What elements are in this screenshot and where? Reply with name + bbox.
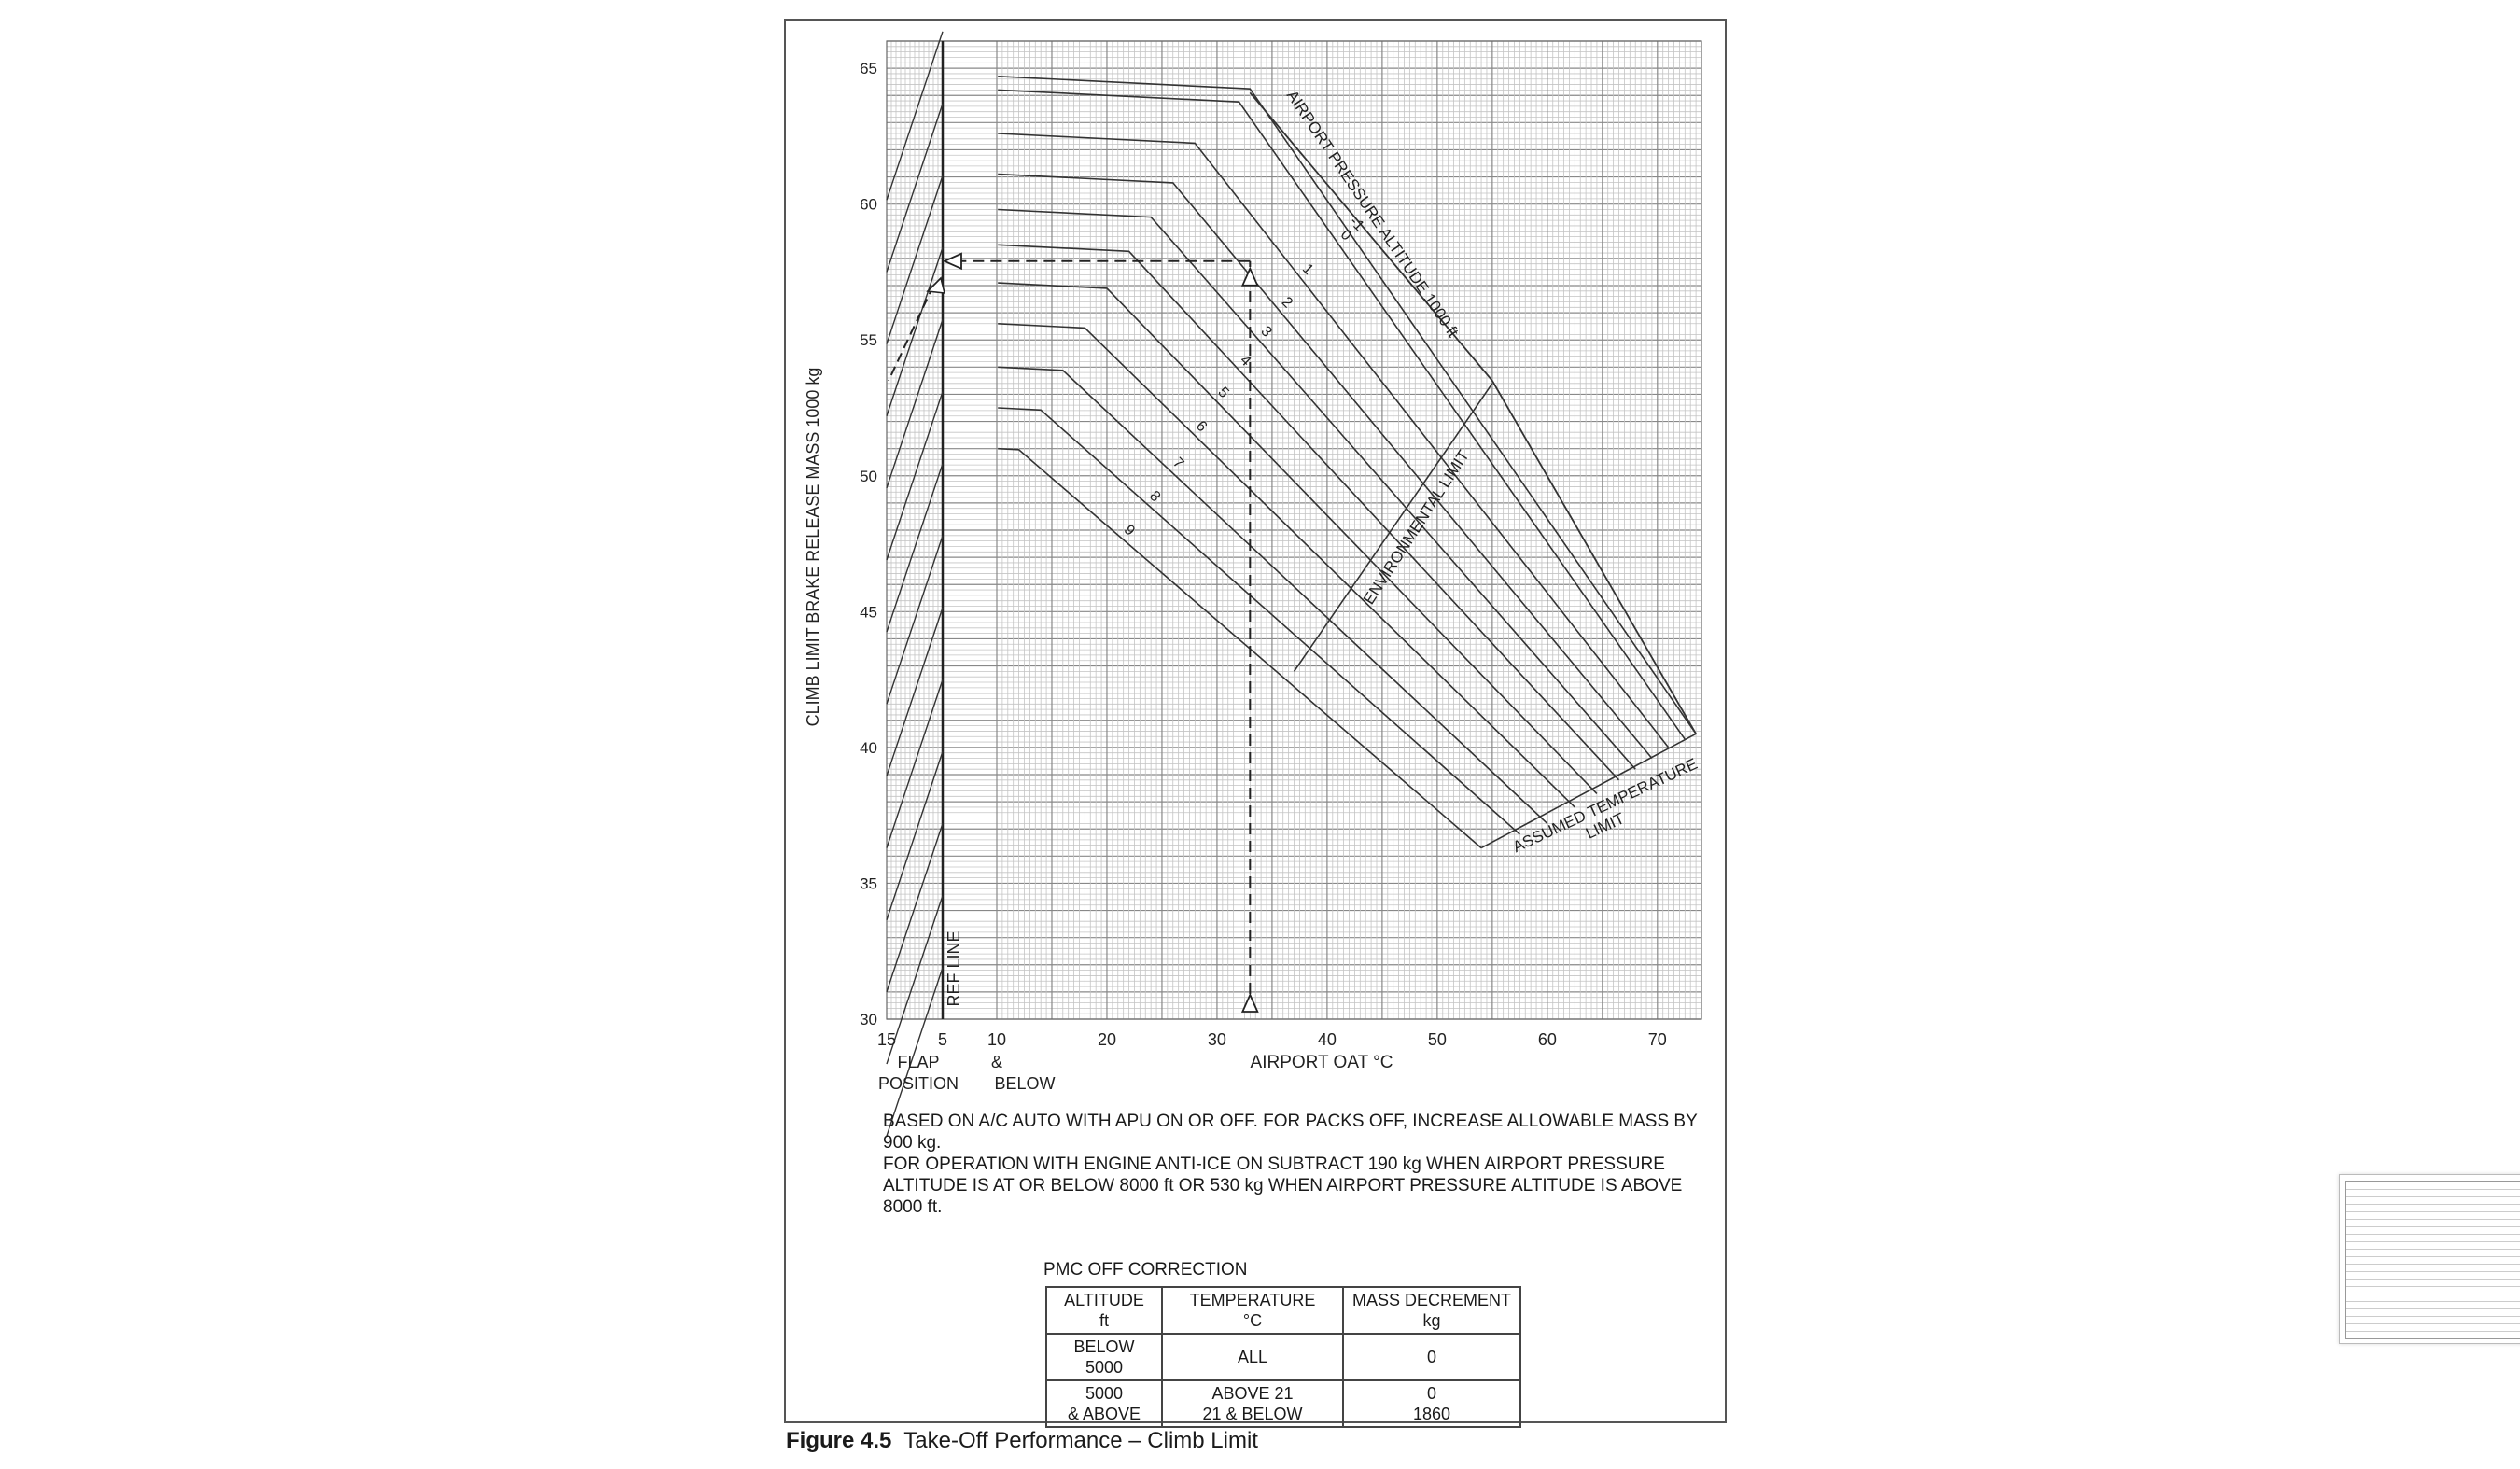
altitude-curve	[998, 407, 1520, 835]
flap-line	[886, 319, 944, 489]
pmc-cell: ALL	[1161, 1333, 1344, 1381]
altitude-curve	[998, 366, 1548, 824]
altitude-curve	[998, 447, 1482, 849]
flap-line	[886, 751, 944, 920]
pmc-header-altitude: ALTITUDE ft	[1045, 1286, 1163, 1335]
altitude-curve	[998, 133, 1670, 748]
y-tick-label: 55	[860, 331, 877, 349]
altitude-curve	[998, 244, 1620, 781]
pmc-header-temperature: TEMPERATURE °C	[1161, 1286, 1344, 1335]
flap-position-label: POSITION	[878, 1074, 959, 1093]
pressure-altitude-label: AIRPORT PRESSURE ALTITUDE 1000 ft	[1283, 87, 1463, 341]
altitude-curve	[998, 89, 1686, 740]
note-anti-ice: FOR OPERATION WITH ENGINE ANTI-ICE ON SU…	[883, 1154, 1683, 1217]
altitude-curve	[998, 323, 1575, 808]
flap-line	[886, 31, 944, 201]
page-thumbnail[interactable]	[2339, 1174, 2520, 1344]
flap-line	[886, 895, 944, 1065]
x-tick-label: 50	[1428, 1030, 1447, 1049]
altitude-curve	[998, 208, 1636, 770]
flap-line	[886, 247, 944, 416]
pmc-table: ALTITUDE ft TEMPERATURE °C MASS DECREMENT k…	[1045, 1286, 1521, 1428]
y-tick-label: 45	[860, 603, 877, 621]
assumed-temperature-label: ASSUMED TEMPERATURE	[1510, 755, 1701, 856]
flap-tick-label: 5	[938, 1030, 947, 1049]
ref-line-label: REF LINE	[945, 930, 963, 1006]
flap-line	[886, 535, 944, 705]
pmc-cell: 0 1860	[1342, 1379, 1521, 1428]
y-axis-label: CLIMB LIMIT BRAKE RELEASE MASS 1000 kg	[804, 368, 822, 727]
x-tick-label: 10	[987, 1030, 1006, 1049]
y-tick-label: 30	[860, 1011, 877, 1028]
altitude-curve	[998, 282, 1598, 794]
flap-position-label: FLAP	[897, 1053, 939, 1071]
altitude-curve	[998, 76, 1697, 734]
pmc-row: BELOW 5000 ALL 0	[1045, 1333, 1521, 1381]
environmental-limit-line	[1293, 383, 1493, 672]
plot-border	[886, 40, 1702, 1020]
x-tick-label: 30	[1208, 1030, 1226, 1049]
flap-section	[886, 31, 945, 1137]
y-tick-label: 60	[860, 196, 877, 214]
x-axis-label: AIRPORT OAT °C	[1251, 1053, 1393, 1072]
pmc-header-row: ALTITUDE ft TEMPERATURE °C MASS DECREMENT k…	[1045, 1286, 1521, 1335]
chart-grid	[886, 40, 1702, 1020]
pmc-header-mass: MASS DECREMENT kg	[1342, 1286, 1521, 1335]
pmc-title: PMC OFF CORRECTION	[1043, 1260, 1248, 1280]
x-tick-label: 20	[1098, 1030, 1116, 1049]
pmc-cell: BELOW 5000	[1045, 1333, 1163, 1381]
y-tick-label: 35	[860, 874, 877, 892]
arrow-down-left-icon	[926, 276, 946, 294]
upper-envelope	[1249, 91, 1697, 734]
y-tick-label: 40	[860, 739, 877, 757]
arrow-up-icon	[1240, 266, 1259, 287]
thumbnail-preview	[2345, 1181, 2520, 1339]
figure-caption: Figure 4.5 Take-Off Performance – Climb …	[786, 1428, 1258, 1453]
flap-line	[886, 103, 944, 273]
flap-tick-label: 15	[877, 1030, 896, 1049]
assumed-temperature-limit-line	[1480, 733, 1697, 849]
flap-line	[886, 679, 944, 848]
altitude-curves	[888, 76, 1697, 1013]
flap-line	[886, 823, 944, 993]
x-tick-label: 70	[1648, 1030, 1667, 1049]
flap-line	[886, 607, 944, 776]
y-tick-label: 50	[860, 468, 877, 485]
example-flap-line	[888, 285, 934, 382]
flap-line	[886, 175, 944, 344]
pmc-cell: 5000 & ABOVE	[1045, 1379, 1163, 1428]
x-tick-label: 40	[1318, 1030, 1337, 1049]
note-packs: BASED ON A/C AUTO WITH APU ON OR OFF. FO…	[883, 1112, 1698, 1153]
x-tick-label: 60	[1538, 1030, 1557, 1049]
flap-line	[886, 391, 944, 561]
pmc-cell: 0	[1342, 1333, 1521, 1381]
altitude-curve	[998, 173, 1653, 760]
flap-line	[886, 967, 944, 1137]
y-tick-label: 65	[860, 60, 877, 77]
arrow-up-icon	[1240, 992, 1259, 1013]
arrow-left-icon	[942, 252, 962, 271]
below-label: BELOW	[994, 1074, 1055, 1093]
pmc-row: 5000 & ABOVE ABOVE 21 21 & BELOW 0 1860	[1045, 1379, 1521, 1428]
below-label: &	[991, 1053, 1002, 1071]
flap-line	[886, 463, 944, 633]
pmc-cell: ABOVE 21 21 & BELOW	[1161, 1379, 1344, 1428]
